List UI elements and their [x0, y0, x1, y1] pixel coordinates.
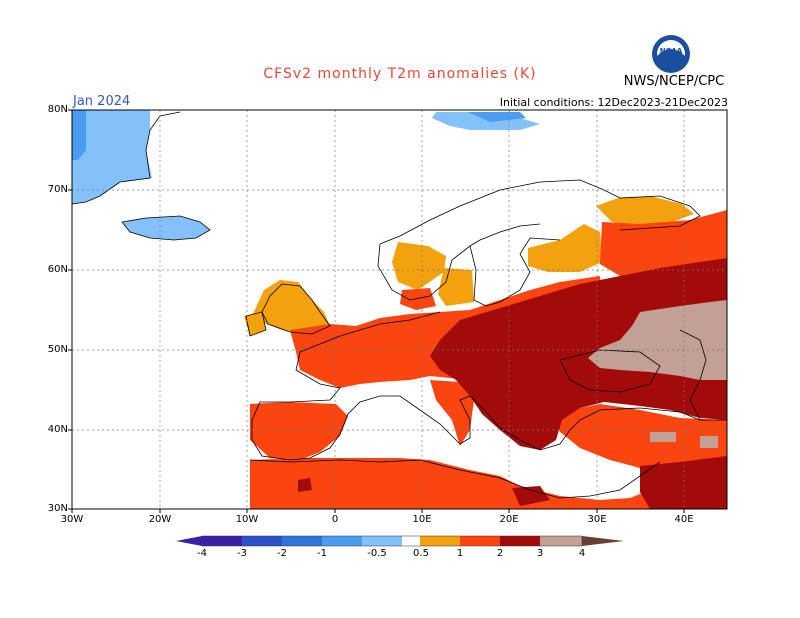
- lon-label-10w: 10W: [235, 514, 259, 525]
- very-warm-regions: [298, 258, 727, 509]
- colorbar: [176, 535, 624, 547]
- lat-label-60n: 60N: [47, 264, 68, 275]
- colorbar-label: -1: [317, 548, 327, 559]
- extreme-warm-regions: [588, 300, 727, 448]
- colorbar-label: 2: [496, 548, 504, 559]
- forecast-month: Jan 2024: [73, 94, 131, 109]
- lat-label-70n: 70N: [47, 184, 68, 195]
- colorbar-label: 3: [536, 548, 544, 559]
- colorbar-high-arrow: [582, 536, 624, 546]
- lon-label-20w: 20W: [148, 514, 172, 525]
- colorbar-label: -2: [277, 548, 287, 559]
- colorbar-label: -4: [197, 548, 207, 559]
- lat-label-40n: 40N: [47, 424, 68, 435]
- colorbar-label: 0.5: [413, 548, 429, 559]
- lon-label-40e: 40E: [674, 514, 694, 525]
- lat-label-80n: 80N: [47, 104, 68, 115]
- colorbar-low-arrow: [176, 536, 202, 546]
- axis-ticks: [68, 109, 685, 513]
- map-gridlines: [72, 110, 727, 509]
- agency-label: NWS/NCEP/CPC: [623, 74, 725, 89]
- colorbar-label: 1: [456, 548, 464, 559]
- colorbar-label: -3: [237, 548, 247, 559]
- lon-label-10e: 10E: [412, 514, 432, 525]
- colorbar-label: -0.5: [367, 548, 387, 559]
- lon-label-30e: 30E: [587, 514, 607, 525]
- lat-label-30n: 30N: [47, 503, 68, 514]
- lon-label-30w: 30W: [60, 514, 84, 525]
- initial-conditions: Initial conditions: 12Dec2023-21Dec2023: [499, 96, 728, 109]
- lon-label-20e: 20E: [499, 514, 519, 525]
- lon-label-0: 0: [331, 514, 339, 525]
- map-title: CFSv2 monthly T2m anomalies (K): [263, 66, 537, 82]
- moderate-warm-regions: [244, 196, 694, 336]
- svg-text:NOAA: NOAA: [660, 47, 683, 55]
- noaa-logo-icon: NOAA: [652, 35, 690, 73]
- lat-label-50n: 50N: [47, 344, 68, 355]
- plot-frame: [71, 109, 728, 510]
- colorbar-label: 4: [578, 548, 586, 559]
